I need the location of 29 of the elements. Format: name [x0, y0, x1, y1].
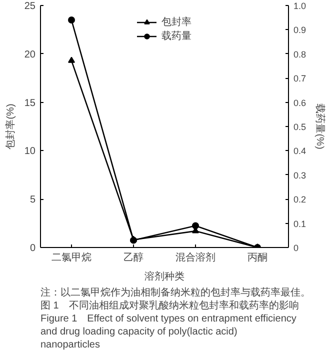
- x-tick-label: 乙醇: [124, 252, 144, 264]
- caption: Figure 1 Effect of solvent types on entrapment efficiency and drug loading capacity of poly(lactic acid) nanoparticles: [40, 314, 296, 350]
- text: 注：以二氯甲烷作为油相制备纳米粒的包封率与载药率最佳。: [40, 286, 310, 298]
- x-tick-label: 二氯甲烷: [52, 252, 92, 264]
- caption: 图 1 不同油相组成对聚乳酸纳米粒包封率和载药率的影响: [40, 300, 299, 312]
- y2-tick-label: 0.9: [294, 25, 306, 36]
- legend-label: 包封率: [162, 16, 192, 29]
- y2-tick-label: 0.1: [294, 218, 306, 229]
- y2-tick-label: 0.2: [294, 194, 306, 205]
- y2-tick-label: 0: [294, 243, 299, 253]
- y-axis-title: 包封率(%): [4, 104, 16, 150]
- y2-tick-label: 0.5: [294, 122, 306, 132]
- y-tick-label: 15: [24, 98, 36, 109]
- y-tick-label: 0: [30, 243, 36, 254]
- x-axis-title: 溶剂种类: [144, 270, 184, 282]
- y2-tick-label: 0.3: [294, 170, 306, 180]
- y2-tick-label: 0.4: [294, 146, 306, 156]
- y2-tick-label: 0.7: [294, 74, 306, 84]
- y-tick-label: 25: [24, 1, 36, 12]
- x-tick-label: 丙酮: [248, 252, 268, 264]
- y-tick-label: 10: [24, 146, 36, 158]
- y-tick-label: 20: [24, 49, 36, 60]
- y2-tick-label: 0.6: [294, 98, 306, 108]
- y2-tick-label: 0.8: [294, 49, 306, 60]
- y2-tick-label: 1.0: [294, 1, 306, 11]
- y-tick-label: 5: [30, 194, 36, 206]
- y2-axis-title: 载药量(%): [314, 104, 326, 150]
- legend-label: 载药量: [162, 30, 192, 43]
- x-tick-label: 混合溶剂: [176, 252, 216, 264]
